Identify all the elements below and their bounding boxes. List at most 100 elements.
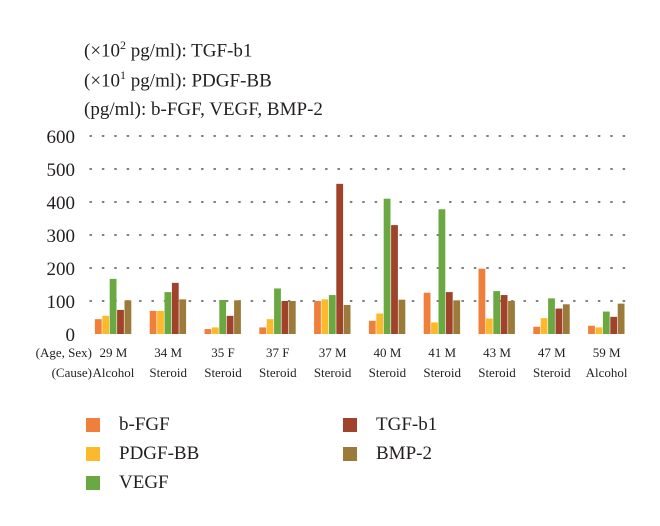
legend-swatch	[343, 418, 357, 432]
row-label-age-sex: (Age, Sex)	[36, 345, 92, 360]
bar-tgf-b1	[445, 292, 453, 334]
y-tick-label: 400	[47, 193, 76, 214]
unit-note-pdgf-suffix: pg/ml): PDGF-BB	[126, 70, 272, 92]
legend-swatch	[343, 447, 357, 461]
bar-pdgf-bb	[595, 327, 603, 334]
bar-tgf-b1	[171, 282, 179, 334]
x-tick-cause: Steroid	[259, 365, 297, 380]
x-tick-cause: Steroid	[314, 365, 352, 380]
x-tick-age-sex: 37 F	[266, 345, 289, 360]
y-tick-label: 0	[66, 325, 76, 346]
x-tick-cause: Steroid	[369, 365, 407, 380]
bar-pdgf-bb	[266, 319, 274, 334]
bar-bmp-2	[508, 301, 515, 334]
legend-item-tgf-b1: TGF-b1	[343, 414, 437, 436]
bar-b-fgf	[149, 310, 157, 334]
x-tick-age-sex: 29 M	[99, 345, 127, 360]
y-tick-label: 500	[47, 160, 76, 181]
x-tick-age-sex: 37 M	[319, 345, 347, 360]
bar-pdgf-bb	[157, 310, 164, 334]
bar-b-fgf	[423, 292, 431, 334]
legend-swatch	[86, 418, 100, 432]
legend-label: PDGF-BB	[119, 443, 200, 464]
unit-note-pdgf: (×101 pg/ml): PDGF-BB	[84, 68, 272, 92]
bar-tgf-b1	[281, 301, 289, 334]
bar-pdgf-bb	[321, 299, 329, 334]
bar-vegf	[383, 198, 391, 334]
bar-bmp-2	[343, 304, 351, 334]
bar-vegf	[438, 209, 446, 334]
bar-vegf	[328, 295, 336, 334]
bar-b-fgf	[588, 325, 595, 334]
x-tick-age-sex: 47 M	[538, 345, 566, 360]
legend-item-vegf: VEGF	[86, 472, 169, 494]
x-tick-cause: Alcohol	[586, 365, 628, 380]
bar-b-fgf	[204, 329, 212, 334]
legend-item-pdgf-bb: PDGF-BB	[86, 443, 199, 465]
bar-bmp-2	[288, 301, 296, 334]
bar-vegf	[219, 300, 227, 334]
bar-b-fgf	[259, 327, 267, 334]
x-tick-cause: Steroid	[478, 365, 516, 380]
bar-bmp-2	[453, 300, 461, 334]
bar-b-fgf	[94, 319, 102, 334]
x-tick-cause: Steroid	[423, 365, 461, 380]
bar-b-fgf	[368, 320, 376, 334]
bar-vegf	[548, 298, 555, 334]
bar-vegf	[602, 311, 610, 334]
bar-vegf	[164, 292, 172, 334]
x-tick-age-sex: 34 M	[154, 345, 182, 360]
legend-label: TGF-b1	[376, 414, 438, 435]
bar-pdgf-bb	[431, 322, 438, 334]
bar-vegf	[109, 278, 117, 334]
bar-bmp-2	[562, 304, 570, 334]
bar-bmp-2	[398, 299, 406, 334]
bar-bmp-2	[124, 300, 132, 334]
unit-note-tgf-suffix: pg/ml): TGF-b1	[126, 40, 253, 62]
x-tick-cause: Steroid	[533, 365, 571, 380]
bar-tgf-b1	[226, 315, 234, 334]
bar-tgf-b1	[391, 225, 398, 334]
x-tick-cause: Steroid	[204, 365, 242, 380]
bar-tgf-b1	[500, 295, 508, 334]
x-tick-cause: Steroid	[149, 365, 187, 380]
y-tick-label: 300	[47, 226, 76, 247]
bar-pdgf-bb	[485, 318, 493, 334]
y-tick-label: 100	[47, 292, 76, 313]
bar-bmp-2	[179, 299, 187, 334]
unit-note-other: (pg/ml): b-FGF, VEGF, BMP-2	[84, 99, 323, 120]
y-tick-label: 200	[47, 259, 76, 280]
row-label-cause: (Cause)	[52, 365, 92, 380]
bar-tgf-b1	[610, 316, 618, 334]
x-tick-age-sex: 41 M	[428, 345, 456, 360]
x-tick-age-sex: 43 M	[483, 345, 511, 360]
bar-pdgf-bb	[211, 327, 219, 334]
bar-b-fgf	[478, 268, 486, 334]
legend-item-b-fgf: b-FGF	[86, 414, 170, 436]
bar-tgf-b1	[555, 308, 563, 334]
legend-swatch	[86, 476, 100, 490]
bar-tgf-b1	[336, 183, 344, 334]
bar-b-fgf	[533, 326, 541, 334]
bar-pdgf-bb	[540, 318, 548, 334]
legend-swatch	[86, 447, 100, 461]
bar-pdgf-bb	[102, 315, 110, 334]
x-tick-age-sex: 35 F	[211, 345, 234, 360]
unit-note-tgf-exp: 2	[120, 38, 127, 52]
unit-note-tgf-prefix: (×10	[84, 40, 121, 62]
y-tick-label: 600	[47, 127, 76, 148]
bar-bmp-2	[234, 300, 241, 334]
x-tick-age-sex: 59 M	[593, 345, 621, 360]
x-tick-age-sex: 40 M	[373, 345, 401, 360]
bar-pdgf-bb	[376, 313, 384, 334]
unit-note-pdgf-prefix: (×10	[84, 70, 121, 92]
bar-vegf	[274, 288, 281, 334]
x-tick-cause: Alcohol	[92, 365, 134, 380]
legend-item-bmp-2: BMP-2	[343, 443, 432, 465]
unit-note-pdgf-exp: 1	[120, 68, 127, 82]
legend-label: VEGF	[119, 472, 169, 493]
legend-label: b-FGF	[119, 414, 170, 435]
bar-vegf	[493, 291, 501, 334]
bar-tgf-b1	[117, 309, 124, 334]
